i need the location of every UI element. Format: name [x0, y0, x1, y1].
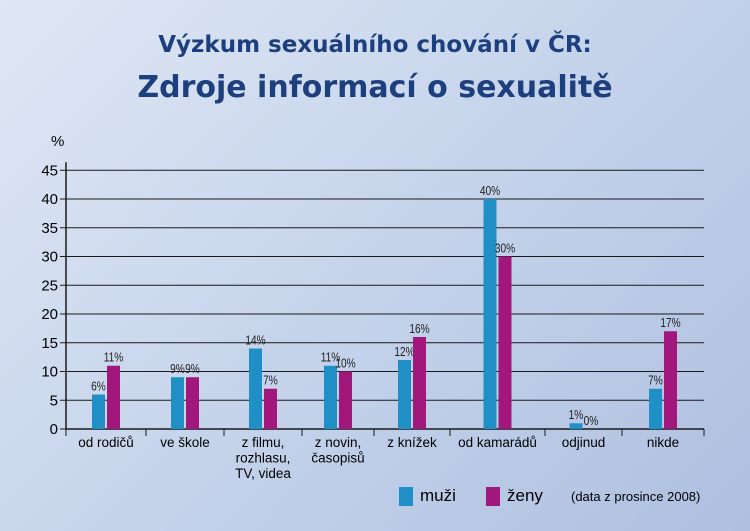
data-label-muzi: 9% [170, 362, 185, 376]
legend-swatch-muzi [399, 486, 413, 506]
data-label-muzi: 7% [648, 374, 663, 388]
y-tick-label: 15 [41, 335, 58, 352]
legend-swatch-zeny [486, 486, 500, 506]
data-label-zeny: 9% [185, 362, 200, 376]
legend-item-muzi: muži [399, 486, 456, 506]
bar-muzi [171, 377, 184, 429]
data-label-zeny: 30% [495, 241, 515, 255]
category-label: TV, videa [235, 466, 291, 481]
category-label: rozhlasu, [236, 451, 291, 466]
category-label: od rodičů [78, 435, 134, 450]
chart-title-line2: Zdroje informací o sexualitě [137, 70, 613, 105]
data-label-muzi: 12% [394, 345, 414, 359]
bar-zeny [498, 256, 512, 429]
chart-title-line1: Výzkum sexuálního chování v ČR: [158, 32, 592, 58]
data-label-zeny: 10% [335, 356, 355, 370]
legend-item-zeny: ženy [486, 486, 543, 506]
category-label: z filmu, [242, 435, 285, 450]
category-label: nikde [647, 435, 679, 450]
bar-zeny [339, 371, 352, 429]
category-label: ve škole [160, 435, 210, 450]
category-label: od kamarádů [458, 435, 537, 450]
data-source-note: (data z prosince 2008) [571, 489, 701, 504]
data-label-zeny: 16% [409, 322, 429, 336]
data-label-muzi: 40% [480, 184, 500, 198]
bar-muzi [92, 394, 105, 429]
y-tick-label: 40 [41, 191, 58, 208]
data-label-zeny: 11% [104, 351, 124, 365]
y-tick-label: 30 [41, 249, 58, 266]
data-label-muzi: 1% [569, 408, 584, 422]
bar-zeny [107, 365, 120, 429]
bar-muzi [324, 365, 337, 429]
y-tick-label: 20 [41, 306, 58, 323]
category-label: časopisů [311, 451, 364, 466]
data-label-muzi: 14% [245, 333, 265, 347]
y-tick-label: 45 [41, 162, 58, 179]
data-label-zeny: 17% [660, 316, 680, 330]
y-tick-label: 5 [50, 392, 58, 409]
legend-label-zeny: ženy [507, 486, 543, 505]
bar-zeny [186, 377, 199, 429]
category-label: z knížek [387, 435, 437, 450]
bar-muzi [249, 348, 262, 429]
category-label: z novin, [315, 435, 362, 450]
bar-muzi [483, 199, 497, 429]
y-tick-label: 0 [50, 421, 58, 438]
category-label: odjinud [562, 435, 606, 450]
bar-zeny [413, 337, 426, 429]
data-label-zeny: 0% [584, 414, 599, 428]
bar-zeny [264, 388, 277, 429]
y-tick-label: 25 [41, 277, 58, 294]
legend-label-muzi: muži [420, 486, 456, 505]
bar-muzi [398, 360, 411, 429]
bar-muzi [649, 388, 662, 429]
y-tick-label: 10 [41, 364, 58, 381]
y-tick-label: 35 [41, 220, 58, 237]
data-label-zeny: 7% [263, 374, 278, 388]
bar-zeny [664, 331, 677, 429]
data-label-muzi: 11% [321, 351, 341, 365]
data-label-muzi: 6% [91, 379, 106, 393]
bar-muzi [569, 423, 583, 429]
y-axis-label: % [51, 133, 64, 150]
